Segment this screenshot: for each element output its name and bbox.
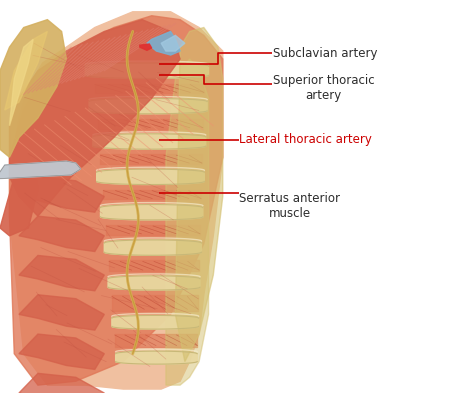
Polygon shape [19, 334, 104, 369]
Polygon shape [9, 12, 223, 389]
Polygon shape [19, 216, 104, 252]
Polygon shape [9, 20, 180, 216]
Polygon shape [19, 255, 104, 291]
Polygon shape [175, 28, 223, 362]
Polygon shape [19, 295, 104, 330]
Polygon shape [89, 99, 207, 114]
Text: Superior thoracic
artery: Superior thoracic artery [273, 74, 374, 103]
Text: Lateral thoracic artery: Lateral thoracic artery [239, 133, 372, 146]
Polygon shape [166, 59, 209, 385]
Polygon shape [9, 39, 33, 126]
Text: Serratus anterior
muscle: Serratus anterior muscle [239, 192, 340, 220]
Polygon shape [147, 31, 180, 55]
Polygon shape [9, 16, 223, 385]
Polygon shape [112, 316, 199, 329]
Polygon shape [161, 35, 185, 51]
Polygon shape [0, 165, 38, 236]
Polygon shape [19, 373, 104, 393]
Polygon shape [104, 240, 201, 255]
Polygon shape [93, 134, 206, 149]
Polygon shape [0, 20, 66, 157]
Polygon shape [19, 177, 104, 212]
Polygon shape [97, 169, 204, 184]
Polygon shape [85, 63, 209, 78]
Polygon shape [108, 276, 200, 290]
Text: Subclavian artery: Subclavian artery [273, 46, 377, 60]
Polygon shape [116, 351, 197, 364]
Polygon shape [0, 161, 81, 179]
Polygon shape [100, 205, 203, 220]
Polygon shape [5, 31, 47, 110]
Polygon shape [140, 44, 152, 50]
